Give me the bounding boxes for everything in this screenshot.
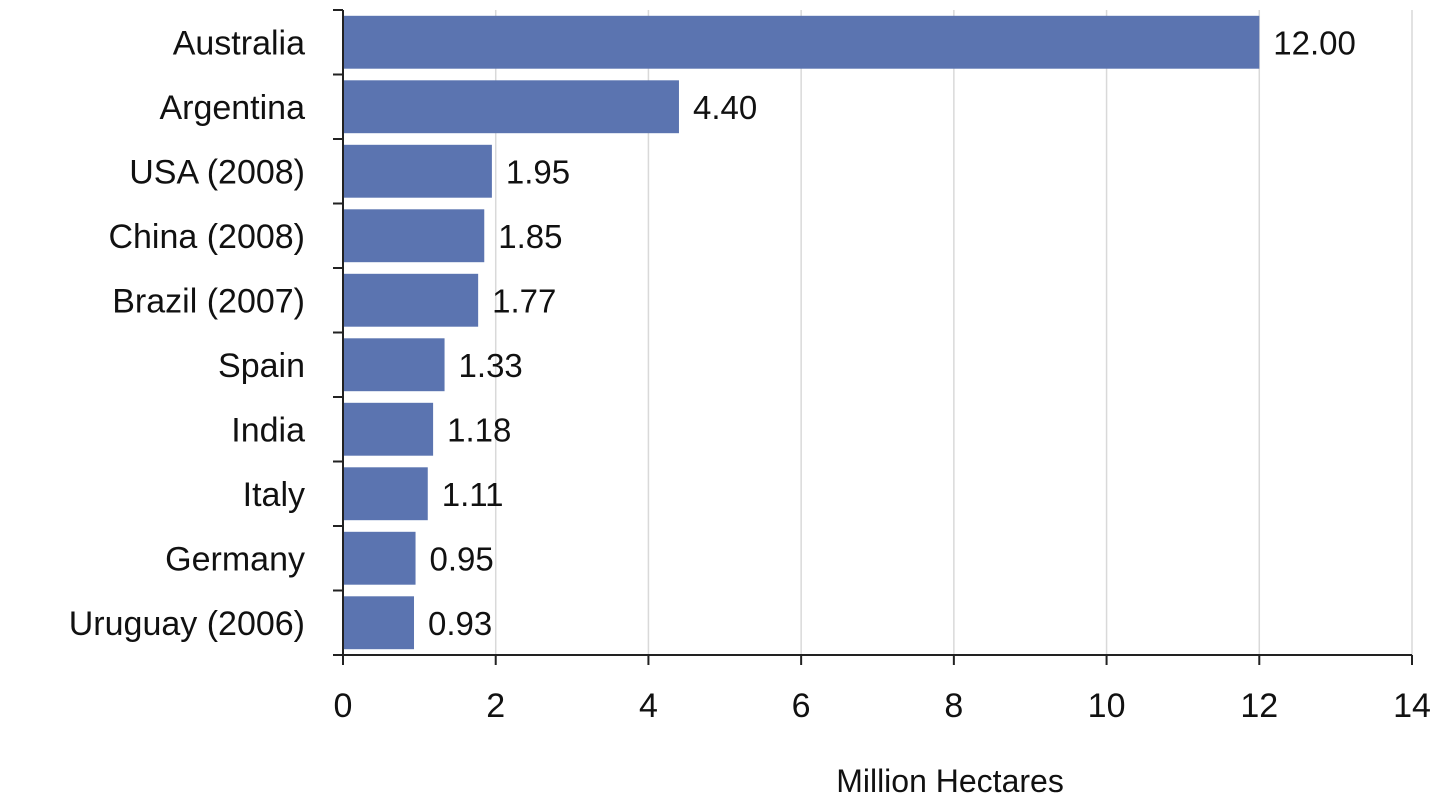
x-tick-label: 8	[944, 687, 963, 725]
category-label: Argentina	[159, 89, 305, 127]
bar-australia	[343, 15, 1260, 69]
x-tick-label: 6	[792, 687, 811, 725]
x-tick-label: 10	[1088, 687, 1126, 725]
value-label: 4.40	[693, 89, 757, 126]
x-tick-labels: 0 2 4 6 8 10 12 14	[334, 687, 1431, 725]
bar-china-2008	[343, 209, 485, 263]
value-labels: 12.00 4.40 1.95 1.85 1.77 1.33 1.18 1.11 0.95 0.9…	[428, 24, 1356, 642]
category-label: China (2008)	[108, 218, 305, 256]
category-label: Germany	[165, 540, 305, 578]
bar-usa-2008	[343, 144, 492, 198]
category-label: Brazil (2007)	[112, 282, 305, 320]
bar-argentina	[343, 80, 679, 134]
value-label: 1.11	[442, 476, 504, 513]
value-label: 1.85	[498, 218, 562, 255]
value-label: 0.93	[428, 605, 492, 642]
bar-uruguay-2006	[343, 596, 415, 650]
category-label: Uruguay (2006)	[69, 605, 305, 643]
x-tick-label: 14	[1393, 687, 1431, 725]
value-label: 1.77	[492, 282, 556, 319]
value-label: 1.33	[459, 347, 523, 384]
value-label: 0.95	[430, 540, 494, 577]
bar-brazil-2007	[343, 273, 479, 327]
x-tick-label: 2	[486, 687, 505, 725]
category-label: USA (2008)	[129, 153, 305, 191]
x-axis-title: Million Hectares	[836, 763, 1064, 799]
bar-italy	[343, 467, 428, 521]
bars	[343, 15, 1260, 650]
axes	[333, 9, 1413, 665]
bar-germany	[343, 531, 416, 585]
x-tick-label: 0	[334, 687, 353, 725]
x-tick-label: 12	[1240, 687, 1278, 725]
category-label: Australia	[173, 24, 305, 62]
value-label: 1.18	[447, 411, 511, 448]
bar-spain	[343, 338, 445, 392]
bar-india	[343, 402, 434, 456]
value-label: 12.00	[1273, 24, 1356, 61]
category-label: Italy	[243, 476, 305, 514]
category-label: Spain	[218, 347, 305, 385]
category-label: India	[231, 411, 305, 449]
category-labels: Australia Argentina USA (2008) China (2008)…	[69, 24, 305, 643]
x-tick-label: 4	[639, 687, 658, 725]
value-label: 1.95	[506, 153, 570, 190]
